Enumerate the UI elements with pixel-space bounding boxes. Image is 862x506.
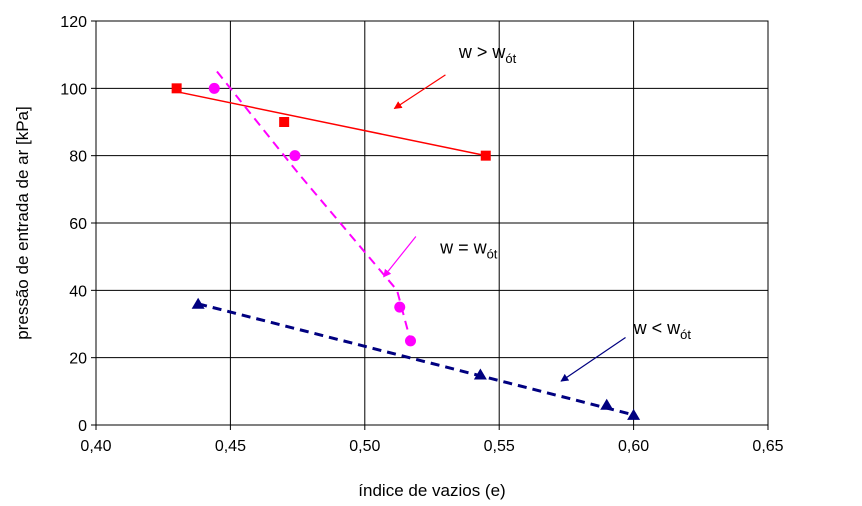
- annotations: w > wót w = wót w < wót: [383, 42, 692, 382]
- data-point-triangle: [600, 398, 614, 410]
- trend-line: [176, 90, 486, 157]
- data-point-circle: [289, 150, 301, 162]
- y-tick-label: 0: [78, 418, 87, 435]
- x-tick-label: 0,50: [349, 438, 380, 455]
- data-point-triangle: [473, 368, 487, 380]
- x-tick-label: 0,45: [215, 438, 246, 455]
- y-axis-ticks: 0 20 40 60 80 100 120: [60, 14, 96, 435]
- annotation-arrow: [383, 236, 417, 278]
- data-points: [171, 82, 641, 420]
- y-tick-label: 20: [69, 351, 87, 368]
- x-axis-ticks: 0,40 0,45 0,50 0,55 0,60 0,65: [80, 425, 784, 455]
- x-tick-label: 0,40: [80, 438, 111, 455]
- y-tick-label: 40: [69, 283, 87, 300]
- plot-area: w > wót w = wót w < wót: [95, 20, 769, 426]
- annotation-arrow: [393, 74, 446, 110]
- y-tick-label: 120: [60, 14, 87, 31]
- x-tick-label: 0,65: [752, 438, 783, 455]
- data-point-circle: [394, 301, 406, 313]
- annotation-label: w < wót: [633, 318, 692, 342]
- x-tick-label: 0,60: [618, 438, 649, 455]
- trend-line: [216, 70, 412, 342]
- annotation-label: w > wót: [458, 42, 517, 66]
- annotation-arrow: [560, 336, 626, 382]
- data-point-square: [480, 150, 491, 161]
- y-tick-label: 80: [69, 149, 87, 166]
- data-point-triangle: [627, 408, 641, 420]
- x-tick-label: 0,55: [484, 438, 515, 455]
- data-point-triangle: [191, 297, 205, 309]
- x-axis-label: índice de vazios (e): [358, 481, 505, 500]
- y-tick-label: 60: [69, 216, 87, 233]
- data-point-square: [279, 117, 290, 127]
- trend-lines: [176, 70, 634, 417]
- annotation-label: w = wót: [439, 237, 498, 261]
- data-point-circle: [404, 335, 416, 347]
- grid: [96, 21, 768, 425]
- data-point-square: [171, 83, 182, 94]
- y-tick-label: 100: [60, 81, 87, 98]
- data-point-circle: [208, 82, 220, 94]
- trend-line: [197, 302, 634, 417]
- y-axis-label: pressão de entrada de ar [kPa]: [13, 106, 32, 339]
